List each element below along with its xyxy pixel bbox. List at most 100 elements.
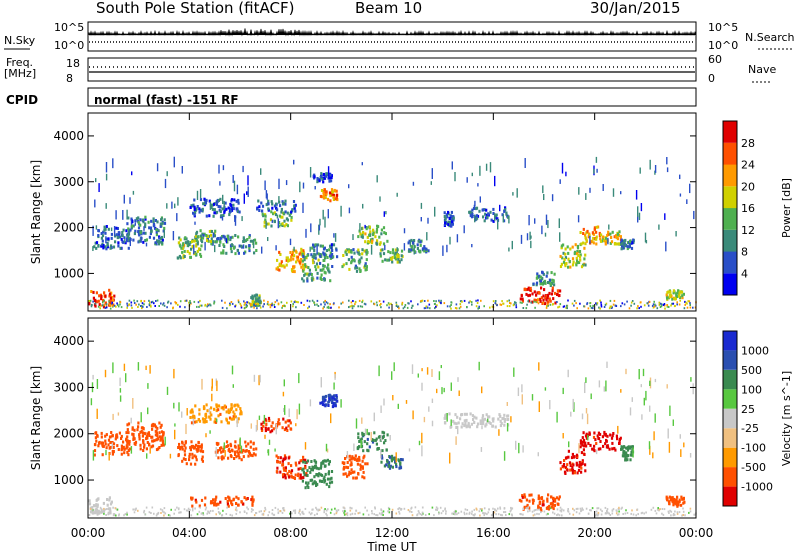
data-cell <box>390 302 392 305</box>
data-cell <box>311 246 314 250</box>
data-cell <box>559 509 562 512</box>
data-cell <box>154 219 157 222</box>
data-cell <box>102 246 105 250</box>
data-cell <box>269 218 273 222</box>
data-cell <box>219 197 222 201</box>
data-cell <box>478 307 480 309</box>
data-cell <box>384 439 387 442</box>
data-cell <box>573 471 576 475</box>
data-cell <box>455 436 457 445</box>
data-cell <box>183 508 186 511</box>
data-cell <box>457 421 460 425</box>
data-cell <box>163 304 166 307</box>
data-cell <box>144 222 147 226</box>
data-cell <box>580 265 584 269</box>
data-cell <box>376 224 379 228</box>
data-cell <box>375 241 378 245</box>
data-cell <box>304 272 307 276</box>
data-cell <box>553 497 556 501</box>
data-cell <box>361 252 364 256</box>
data-cell <box>349 463 352 467</box>
data-cell <box>214 244 216 253</box>
data-cell <box>443 302 446 305</box>
data-cell <box>323 176 326 180</box>
data-cell <box>206 237 209 241</box>
data-cell <box>195 443 198 447</box>
data-cell <box>410 248 413 252</box>
data-cell <box>174 429 176 440</box>
data-cell <box>262 513 265 516</box>
data-cell <box>379 248 383 252</box>
data-cell <box>278 224 281 228</box>
data-cell <box>213 503 216 507</box>
data-cell <box>533 290 536 294</box>
data-cell <box>124 239 126 243</box>
data-cell <box>562 251 565 255</box>
data-cell <box>410 507 412 510</box>
data-cell <box>306 484 309 488</box>
data-cell <box>676 301 678 304</box>
data-cell <box>298 510 301 512</box>
data-cell <box>256 298 259 302</box>
data-cell <box>104 231 107 235</box>
data-cell <box>161 217 163 222</box>
colorbar-swatch <box>723 273 737 296</box>
colorbar-tick-label: -500 <box>741 461 766 474</box>
data-cell <box>261 204 265 208</box>
data-cell <box>559 265 563 268</box>
data-cell <box>677 289 680 293</box>
data-cell <box>667 510 670 513</box>
data-cell <box>137 221 140 225</box>
data-cell <box>559 179 561 184</box>
data-cell <box>233 198 236 202</box>
data-cell <box>317 265 320 269</box>
data-cell <box>132 224 135 228</box>
data-cell <box>263 224 266 228</box>
data-cell <box>298 476 301 480</box>
data-cell <box>482 512 484 515</box>
data-cell <box>166 203 168 209</box>
data-cell <box>155 228 158 232</box>
data-cell <box>380 303 382 305</box>
data-cell <box>209 411 212 415</box>
data-cell <box>584 253 587 257</box>
data-cell <box>626 448 630 452</box>
data-cell <box>92 246 94 252</box>
data-cell <box>315 466 318 470</box>
data-cell <box>217 408 220 412</box>
data-cell <box>355 418 358 429</box>
data-cell <box>658 508 660 511</box>
data-cell <box>471 510 473 513</box>
data-cell <box>98 441 101 445</box>
data-cell <box>102 510 104 513</box>
data-cell <box>132 433 135 436</box>
data-cell <box>110 236 113 240</box>
data-cell <box>412 241 415 245</box>
data-cell <box>521 394 523 405</box>
data-cell <box>682 510 685 513</box>
data-cell <box>382 300 385 303</box>
data-cell <box>285 180 288 186</box>
data-cell <box>313 173 316 177</box>
data-cell <box>332 193 335 197</box>
data-cell <box>412 410 414 420</box>
data-cell <box>214 240 217 244</box>
data-cell <box>515 301 517 304</box>
colorbar-swatch <box>723 186 737 209</box>
data-cell <box>155 448 159 452</box>
data-cell <box>583 305 585 308</box>
data-cell <box>645 390 647 401</box>
data-cell <box>245 497 248 501</box>
data-cell <box>275 470 278 474</box>
data-cell <box>391 248 395 252</box>
time-tick-label: 00:00 <box>679 526 714 540</box>
data-cell <box>292 509 295 512</box>
data-cell <box>290 255 293 259</box>
data-cell <box>600 233 603 237</box>
data-cell <box>100 508 103 511</box>
data-cell <box>676 504 679 508</box>
data-cell <box>540 511 542 514</box>
data-cell <box>404 304 407 306</box>
data-cell <box>455 510 457 513</box>
data-cell <box>346 514 349 517</box>
